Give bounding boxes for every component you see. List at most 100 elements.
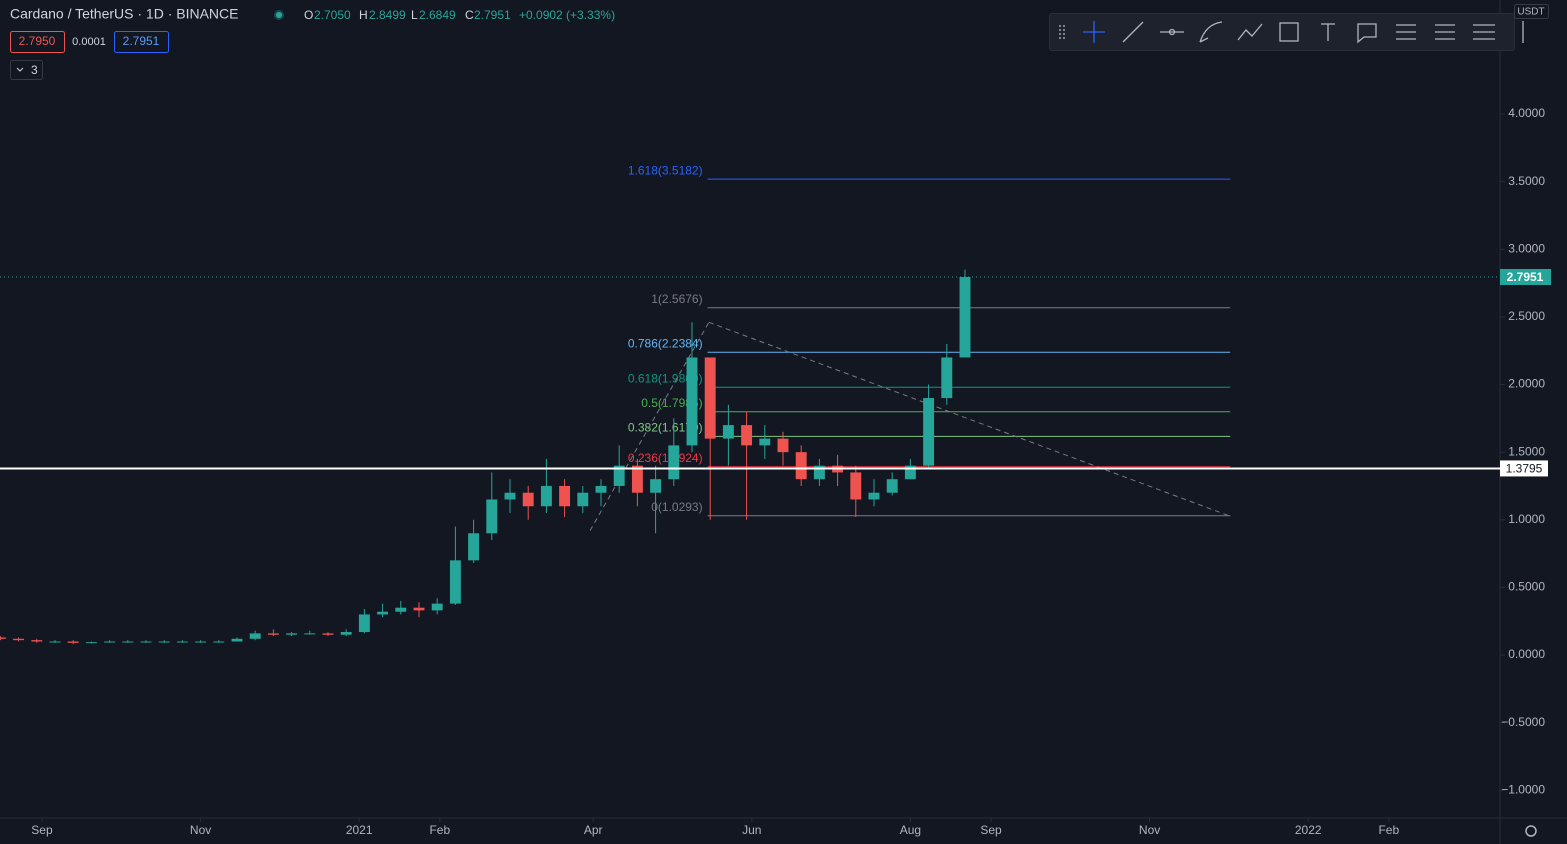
x-tick-label: Apr xyxy=(584,823,603,837)
ask: 2.7951 xyxy=(123,34,160,48)
y-tick-label: 2.0000 xyxy=(1508,377,1545,391)
candle-body xyxy=(613,465,625,486)
currency: USDT xyxy=(1517,7,1544,18)
y-tick-label: 2.5000 xyxy=(1508,309,1545,323)
bid: 2.7950 xyxy=(19,34,56,48)
brush-tool[interactable] xyxy=(1199,21,1223,43)
x-tick-label: Sep xyxy=(980,823,1002,837)
candle-body xyxy=(559,485,571,507)
shape-tool[interactable] xyxy=(1279,22,1299,42)
ohlc-value: 2.7050 xyxy=(314,8,351,22)
candle-body xyxy=(85,642,97,644)
candle-body xyxy=(577,492,589,507)
hline-price-box xyxy=(1500,460,1548,477)
indicator-count: 3 xyxy=(31,63,38,77)
candle-body xyxy=(13,638,25,641)
ask-box[interactable] xyxy=(114,31,169,53)
candle-body xyxy=(304,633,316,635)
y-tick-label: 3.0000 xyxy=(1508,241,1545,255)
axes: 4.0000 3.5000 3.0000 2.5000 2.0000 1.5000 1.00… xyxy=(31,106,1551,837)
note-tool[interactable] xyxy=(1357,23,1377,44)
candle-body xyxy=(777,438,789,453)
fib-label: 1.618(3.5182) xyxy=(628,163,703,177)
crosshair-tool[interactable] xyxy=(1083,21,1105,43)
x-tick-label: 2021 xyxy=(346,823,373,837)
ohlc-key: H xyxy=(359,8,368,22)
ohlc-key: O xyxy=(304,8,313,22)
ohlc-value: 2.8499 xyxy=(369,8,406,22)
candle-body xyxy=(540,485,552,507)
x-tick-label: Jun xyxy=(742,823,761,837)
candle-body xyxy=(431,603,443,611)
x-tick-label: Sep xyxy=(31,823,53,837)
x-tick-label: Nov xyxy=(1139,823,1160,837)
candle-body xyxy=(686,357,698,446)
y-tick-label: 1.0000 xyxy=(1508,512,1545,526)
ohlc-key: L xyxy=(411,8,418,22)
fib-label: 1(2.5676) xyxy=(651,292,702,306)
drawing-toolbar xyxy=(1049,13,1515,51)
status-dot xyxy=(276,12,282,18)
candle-body xyxy=(31,640,43,642)
fib-label: 0.236(1.3924) xyxy=(628,451,703,465)
candle-body xyxy=(122,641,134,643)
candle-body xyxy=(923,398,935,466)
currency-box[interactable] xyxy=(1514,4,1549,19)
candle-body xyxy=(850,472,862,500)
trend-line xyxy=(589,322,710,531)
fib-label: 0.382(1.6170) xyxy=(628,420,703,434)
chevron-icon xyxy=(16,67,24,72)
candle-body xyxy=(158,641,170,643)
indicators-toggle[interactable] xyxy=(10,60,43,80)
candle-body xyxy=(631,465,643,493)
last-price: 2.7951 xyxy=(1507,270,1544,284)
candle-body xyxy=(468,533,480,561)
candle-body xyxy=(522,492,534,507)
candle-body xyxy=(213,641,225,643)
candle-body xyxy=(322,633,334,635)
candle-body xyxy=(249,633,261,639)
fib-label: 0.786(2.2384) xyxy=(628,336,703,350)
candle-body xyxy=(67,641,79,643)
ohlc-key: C xyxy=(465,8,474,22)
ohlc-value: 2.7951 xyxy=(474,8,511,22)
candle-body xyxy=(959,276,971,358)
y-tick-label: 0.5000 xyxy=(1508,580,1545,594)
measure-tool[interactable] xyxy=(1473,24,1495,40)
candle-body xyxy=(722,425,734,439)
candle-body xyxy=(449,560,461,604)
fib-label: 0(1.0293) xyxy=(651,500,702,514)
toolbar-icons xyxy=(1059,21,1524,44)
x-tick-label: Feb xyxy=(429,823,450,837)
candle-body xyxy=(358,614,370,633)
candle-body xyxy=(668,445,680,480)
y-tick-label: 3.5000 xyxy=(1508,174,1545,188)
trendline-tool[interactable] xyxy=(1122,21,1144,43)
settings-icon[interactable] xyxy=(1525,825,1537,837)
ohlc-value: 2.6849 xyxy=(419,8,456,22)
text-tool[interactable] xyxy=(1321,23,1335,41)
candle-body xyxy=(413,607,425,611)
change: +0.0902 (+3.33%) xyxy=(519,8,615,22)
candle-body xyxy=(286,633,298,635)
hline-price: 1.3795 xyxy=(1506,462,1543,476)
candle-body xyxy=(340,632,352,635)
candle-body xyxy=(886,479,898,493)
candle-body xyxy=(759,438,771,446)
candle-body xyxy=(267,633,279,635)
fib-tool[interactable] xyxy=(1396,24,1416,40)
candle-body xyxy=(195,641,207,643)
bid-box[interactable] xyxy=(10,31,65,53)
gann-tool[interactable] xyxy=(1435,24,1455,40)
candle-body xyxy=(595,485,607,493)
plot: 1.618(3.5182) 1(2.5676) 0.786(2.2384) 0.618… xyxy=(0,163,1500,645)
spread: 0.0001 xyxy=(72,36,106,48)
candle-body xyxy=(140,641,152,643)
candle-body xyxy=(49,641,61,643)
x-tick-label: Nov xyxy=(190,823,211,837)
candle-body xyxy=(868,492,880,500)
pattern-tool[interactable] xyxy=(1237,23,1263,41)
candle-body xyxy=(395,607,407,612)
fib-label: 0.618(1.9800) xyxy=(628,371,703,385)
